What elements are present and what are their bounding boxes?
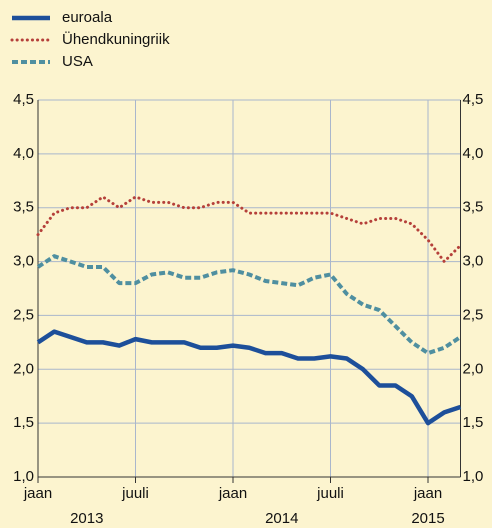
series-line [36,329,462,426]
y-tick-label: 4,5 [13,91,34,108]
year-label: 2015 [411,510,444,527]
legend-label: USA [62,53,93,70]
legend-label: euroala [62,9,113,26]
y2-tick-label: 1,5 [463,414,484,431]
year-label: 2014 [265,510,298,527]
x-tick-label: jaan [218,485,247,502]
y2-tick-label: 1,0 [463,468,484,485]
legend-label: Ühendkuningriik [62,30,170,48]
y-tick-label: 2,5 [13,306,34,323]
y-tick-label: 3,5 [13,199,34,216]
x-tick-label: jaan [413,485,442,502]
y2-tick-label: 4,0 [463,145,484,162]
y-tick-label: 1,0 [13,468,34,485]
y2-tick-label: 3,5 [463,199,484,216]
series-line [36,254,462,356]
x-tick-label: juuli [121,485,149,502]
series-line [36,195,462,264]
y-tick-label: 1,5 [13,414,34,431]
y2-tick-label: 3,0 [463,253,484,270]
y2-tick-label: 4,5 [463,91,484,108]
y2-tick-label: 2,5 [463,306,484,323]
y-tick-label: 3,0 [13,253,34,270]
x-tick-label: juuli [316,485,344,502]
year-label: 2013 [70,510,103,527]
x-tick-label: jaan [23,485,52,502]
y-tick-label: 4,0 [13,145,34,162]
y2-tick-label: 2,0 [463,360,484,377]
y-tick-label: 2,0 [13,360,34,377]
